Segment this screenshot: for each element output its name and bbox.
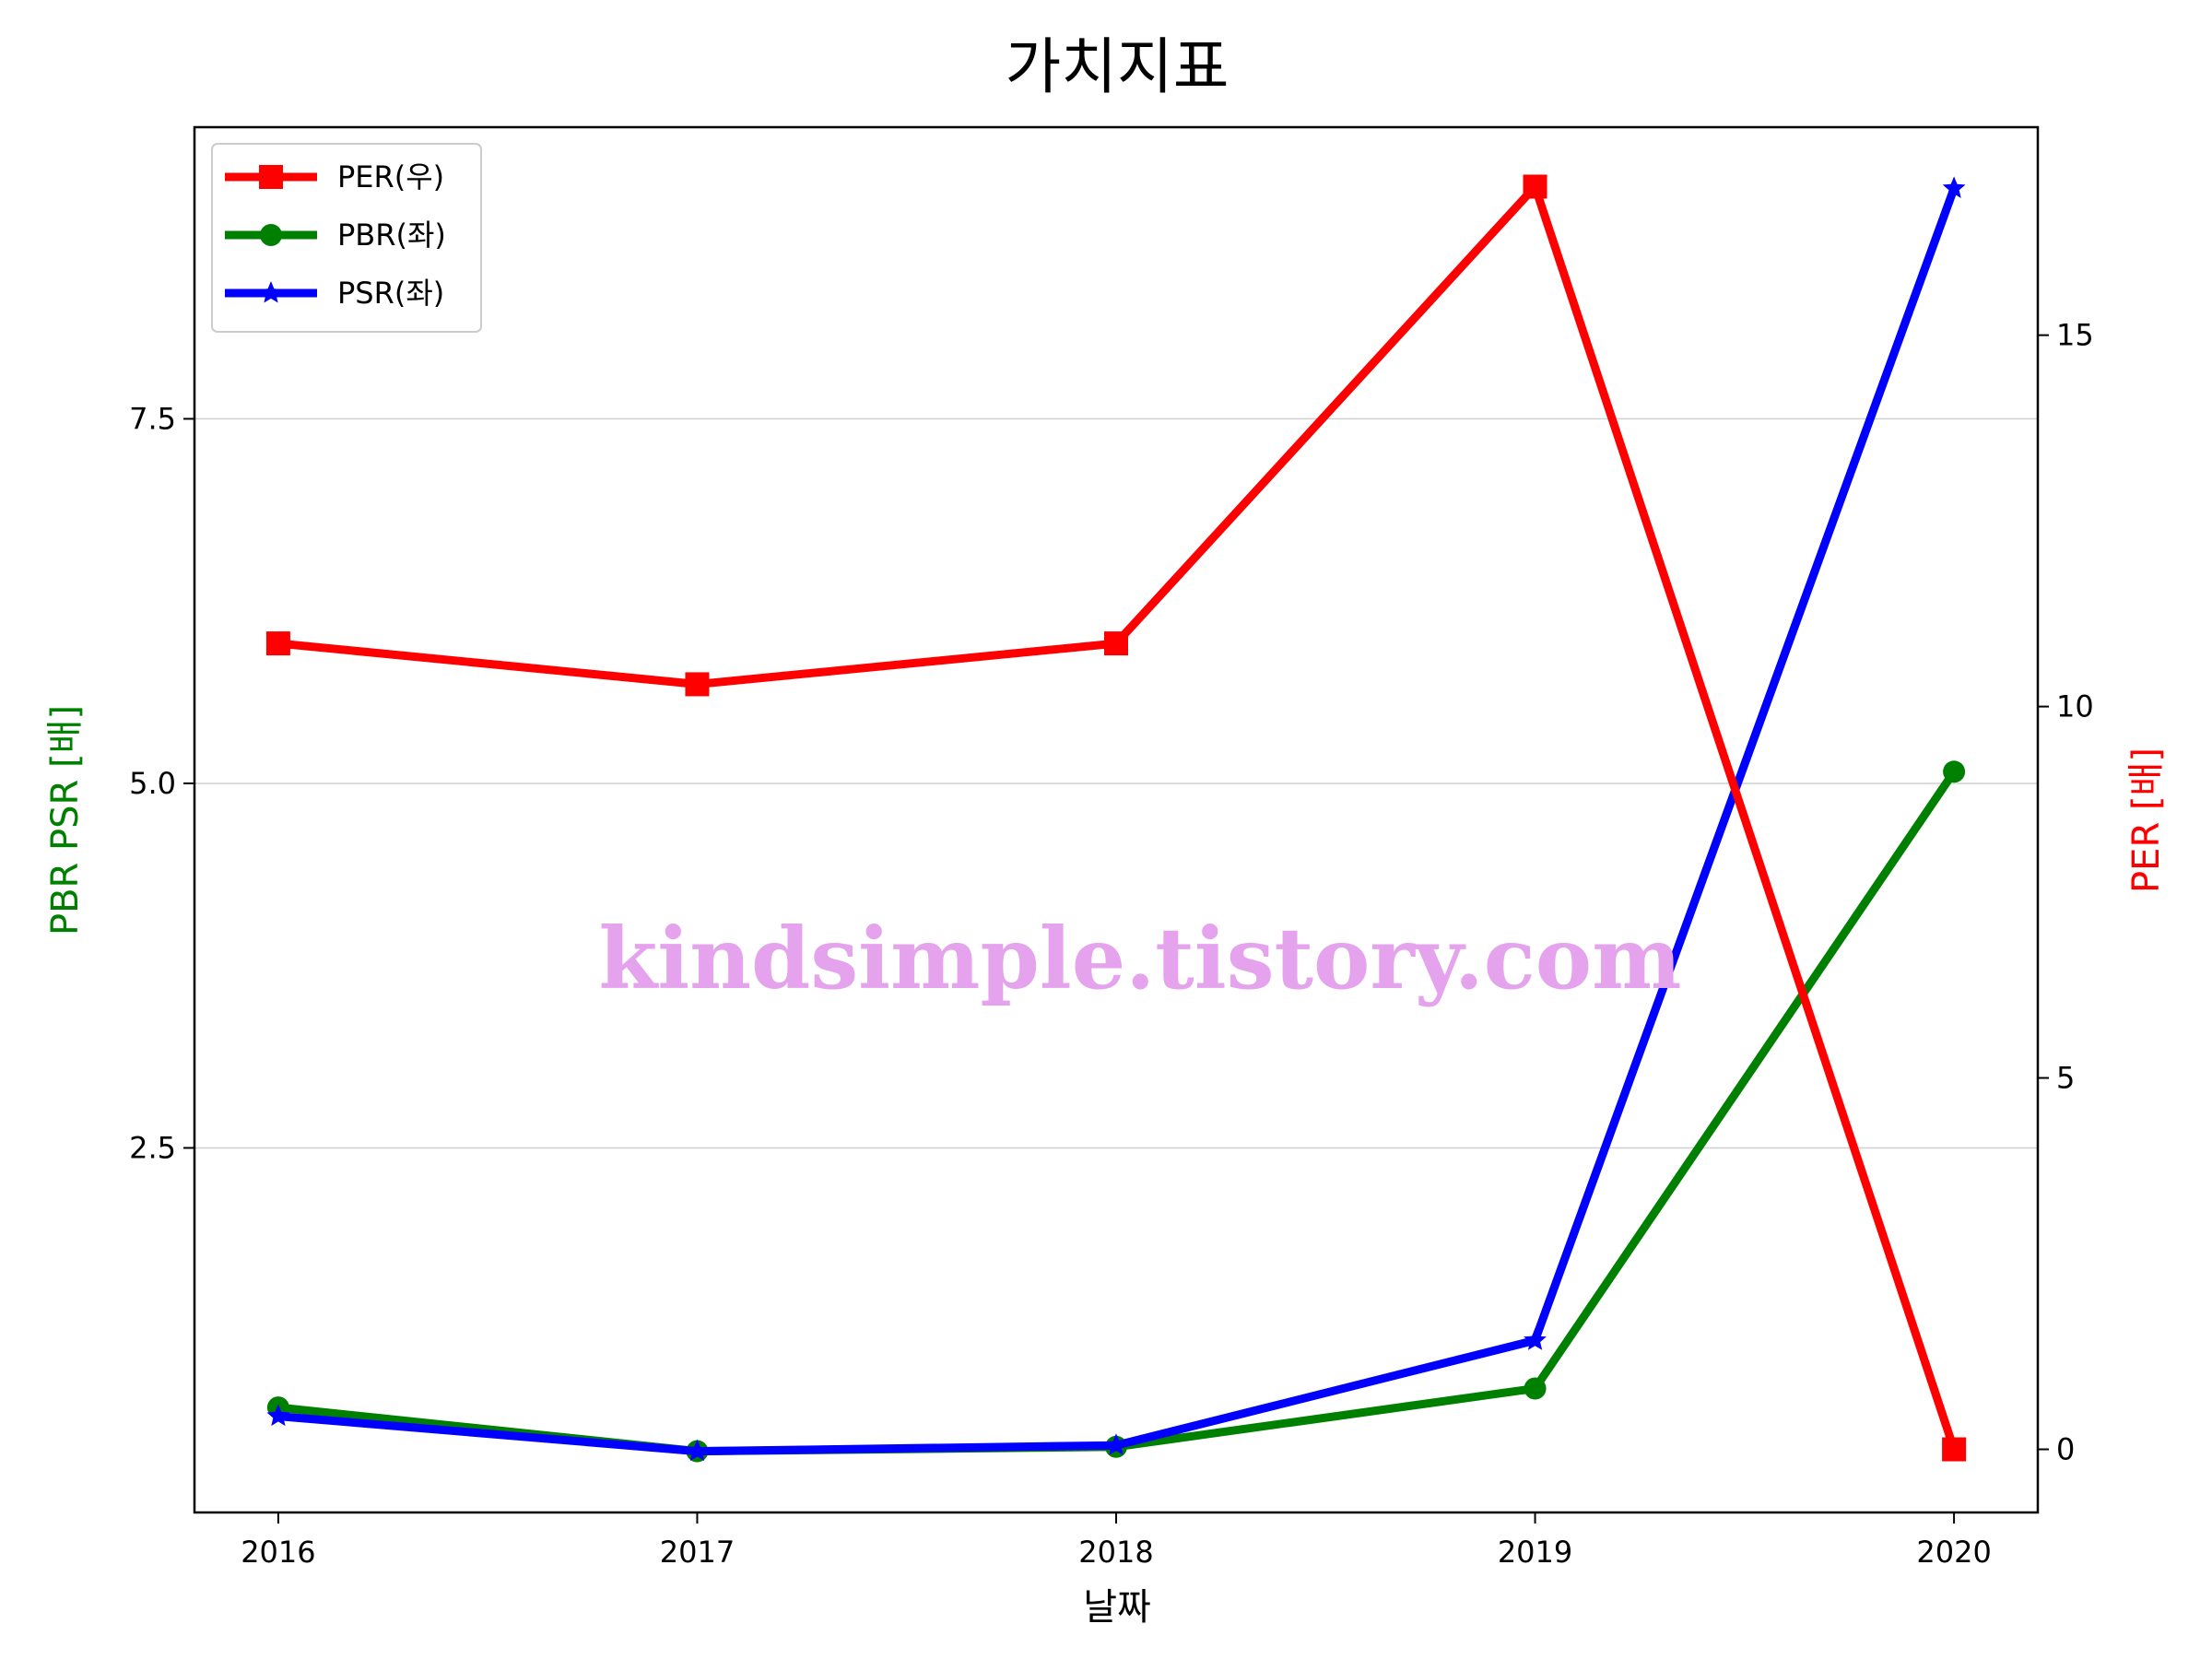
- legend-item-pbr: PBR(좌): [225, 218, 446, 253]
- left-y-tick-label: 2.5: [129, 1130, 176, 1165]
- right-y-axis-label: PER [배]: [2125, 747, 2168, 893]
- left-y-tick-label: 5.0: [129, 766, 176, 801]
- x-tick-label: 2016: [241, 1535, 315, 1570]
- data-point-psr: [1942, 176, 1966, 198]
- left-y-axis-label: PBR PSR [배]: [44, 705, 87, 935]
- right-y-tick-label: 15: [2056, 318, 2094, 353]
- legend: PER(우) PBR(좌) PSR(좌): [211, 143, 482, 333]
- data-point-psr: [686, 1439, 709, 1462]
- x-tick-label: 2018: [1078, 1535, 1153, 1570]
- legend-label: PBR(좌): [337, 218, 446, 253]
- legend-marker: [260, 224, 282, 246]
- legend-item-per: PER(우): [225, 159, 444, 194]
- chart-title: 가치지표: [1006, 31, 1230, 102]
- x-tick-label: 2017: [660, 1535, 735, 1570]
- series-psr: [266, 176, 1966, 1462]
- left-y-axis-ticks: 2.5 5.0 7.5: [129, 401, 194, 1165]
- legend-label: PSR(좌): [337, 276, 444, 311]
- data-point-per: [685, 672, 710, 697]
- data-point-psr: [1524, 1328, 1547, 1350]
- x-tick-label: 2019: [1498, 1535, 1572, 1570]
- data-point-per: [265, 631, 290, 656]
- data-point-per: [1104, 631, 1128, 656]
- legend-label: PER(우): [337, 159, 444, 194]
- legend-marker: [259, 165, 283, 189]
- left-y-tick-label: 7.5: [129, 401, 176, 436]
- legend-box: [211, 143, 482, 333]
- right-y-tick-label: 5: [2056, 1061, 2075, 1096]
- data-point-pbr: [1943, 760, 1966, 783]
- right-y-tick-label: 0: [2056, 1431, 2075, 1466]
- x-axis-label: 날짜: [1083, 1586, 1151, 1629]
- data-point-per: [1523, 174, 1547, 199]
- right-y-tick-label: 10: [2056, 689, 2094, 724]
- series-per: [265, 174, 1967, 1462]
- series-layer: [265, 174, 1967, 1463]
- legend-marker: [259, 281, 283, 303]
- data-point-psr: [1104, 1433, 1128, 1455]
- x-axis-ticks: 2016 2017 2018 2019 2020: [241, 1512, 1992, 1570]
- watermark-text: kindsimple.tistory.com: [598, 909, 1681, 1008]
- right-y-axis-ticks: 0 5 10 15: [2038, 318, 2094, 1466]
- legend-item-psr: PSR(좌): [225, 276, 444, 311]
- data-point-psr: [266, 1404, 290, 1427]
- data-point-per: [1942, 1437, 1967, 1462]
- x-tick-label: 2020: [1916, 1535, 1991, 1570]
- data-point-pbr: [1524, 1377, 1547, 1400]
